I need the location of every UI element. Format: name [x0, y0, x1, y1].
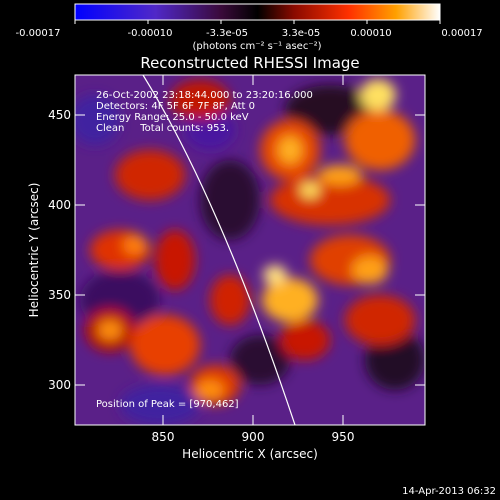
colorbar-tick: 0.00017: [441, 28, 482, 39]
y-tick-label: 450: [48, 108, 71, 122]
colorbar: [74, 3, 441, 21]
x-tick-label: 950: [332, 430, 355, 444]
timestamp: 14-Apr-2013 06:32: [402, 486, 496, 497]
colorbar-tick: -3.3e-05: [206, 28, 248, 39]
colorbar-units: (photons cm⁻² s⁻¹ asec⁻²): [192, 41, 321, 52]
y-tick-label: 400: [48, 198, 71, 212]
y-axis-label: Heliocentric Y (arcsec): [27, 183, 41, 318]
plot-frame: [74, 74, 426, 426]
x-tick-label: 850: [152, 430, 175, 444]
time-range: 26-Oct-2002 23:18:44.000 to 23:20:16.000: [96, 90, 313, 101]
colorbar-tick: -0.00017: [16, 28, 61, 39]
y-tick-label: 350: [48, 288, 71, 302]
x-axis-label: Heliocentric X (arcsec): [182, 447, 318, 461]
y-tick-label: 300: [48, 378, 71, 392]
solar-limb-curve: [142, 75, 296, 425]
x-tick-label: 900: [242, 430, 265, 444]
peak-position: Position of Peak = [970,462]: [96, 399, 239, 410]
colorbar-tick: 3.3e-05: [282, 28, 320, 39]
image-title: Reconstructed RHESSI Image: [140, 54, 359, 72]
clean-counts: Clean Total counts: 953.: [96, 123, 229, 134]
energy-range: Energy Range: 25.0 - 50.0 keV: [96, 112, 249, 123]
colorbar-tick: -0.00010: [128, 28, 173, 39]
detectors-line: Detectors: 4F 5F 6F 7F 8F, Att 0: [96, 101, 255, 112]
colorbar-tick: 0.00010: [350, 28, 391, 39]
rhessi-image: [75, 75, 425, 425]
